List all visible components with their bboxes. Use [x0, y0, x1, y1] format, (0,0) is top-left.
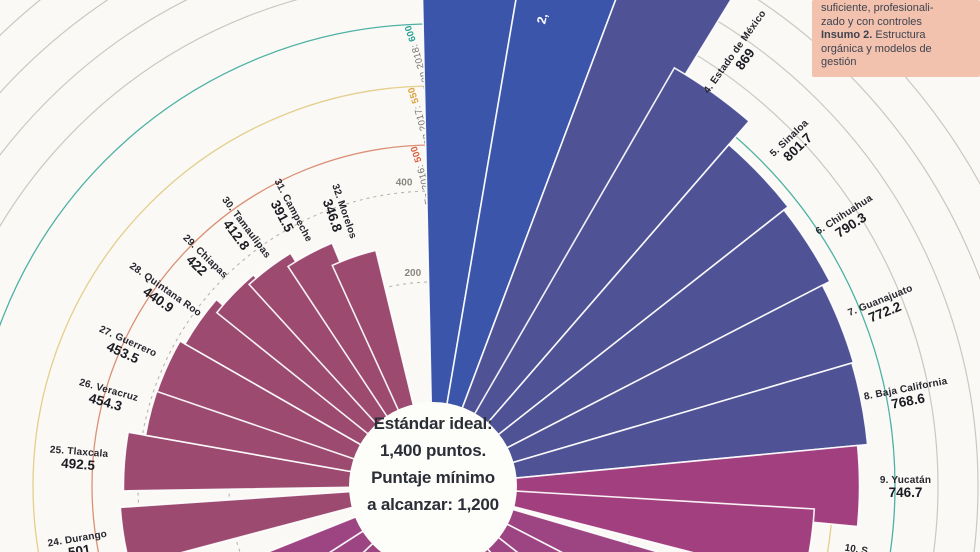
wedge-rank-6	[432, 208, 831, 487]
annotation-bold-text: Insumo 2.	[821, 29, 873, 41]
annotation-box: suficiente, profesionali-zado y con cont…	[812, 0, 980, 77]
wedge-rank-1	[421, 0, 517, 487]
annotation-line-1: suficiente, profesionali-	[821, 2, 934, 14]
wedge-rank-8	[432, 362, 869, 487]
state-label-9: 9. Yucatán 746.7	[880, 475, 931, 500]
grid-ring-outer-1	[0, 0, 939, 552]
wedge-rank-11	[432, 485, 661, 552]
state-label-30: 30. Tamaulipas412.8	[208, 195, 272, 269]
center-circle	[349, 402, 517, 552]
state-label-26: 26. Veracruz454.3	[74, 377, 139, 417]
state-label-28: 28. Quintana Roo440.9	[119, 261, 203, 331]
center-note-line-2: 1,400 puntos.	[379, 441, 487, 460]
wedge-rank-3	[432, 0, 732, 487]
state-label-fragment-rank-2: 2,	[534, 12, 550, 25]
state-label-fragment-rank-10: 10. S	[844, 543, 869, 552]
state-label-27: 27. Guerrero453.5	[92, 324, 159, 372]
state-label-5: 5. Sinaloa801.7	[768, 118, 821, 170]
wedge-rank-10	[432, 485, 816, 552]
state-label-29: 29. Chiapas422	[171, 233, 230, 291]
state-label-7: 7. Guanajuato772.2	[847, 283, 920, 332]
axis-tick-400: 400	[396, 177, 413, 188]
center-note-line-3: Puntaje mínimo	[371, 468, 495, 487]
annotation-line-4: orgánica y modelos de	[821, 42, 932, 55]
center-note-line-1: Estándar ideal:	[373, 414, 493, 433]
wedge-rank-7	[432, 284, 855, 487]
axis-tick-200: 200	[404, 268, 421, 279]
state-label-32: 32. Morelos346.8	[316, 183, 358, 245]
center-note-line-4: a alcanzar: 1,200	[367, 495, 499, 514]
annotation-line-2: zado y con controles	[821, 15, 922, 28]
state-label-25: 25. Tlaxcala492.5	[48, 445, 109, 475]
state-label-24: 24. Durango501	[47, 529, 110, 552]
annotation-line-5: gestión	[821, 56, 857, 68]
state-label-8: 8. Baja California768.6	[863, 376, 951, 417]
center-standard-note: Estándar ideal: 1,400 puntos. Puntaje mí…	[318, 410, 548, 518]
wedge-rank-4	[432, 66, 751, 487]
annotation-line-3: Insumo 2. Estructura	[821, 29, 926, 41]
wedge-rank-5	[432, 143, 790, 487]
